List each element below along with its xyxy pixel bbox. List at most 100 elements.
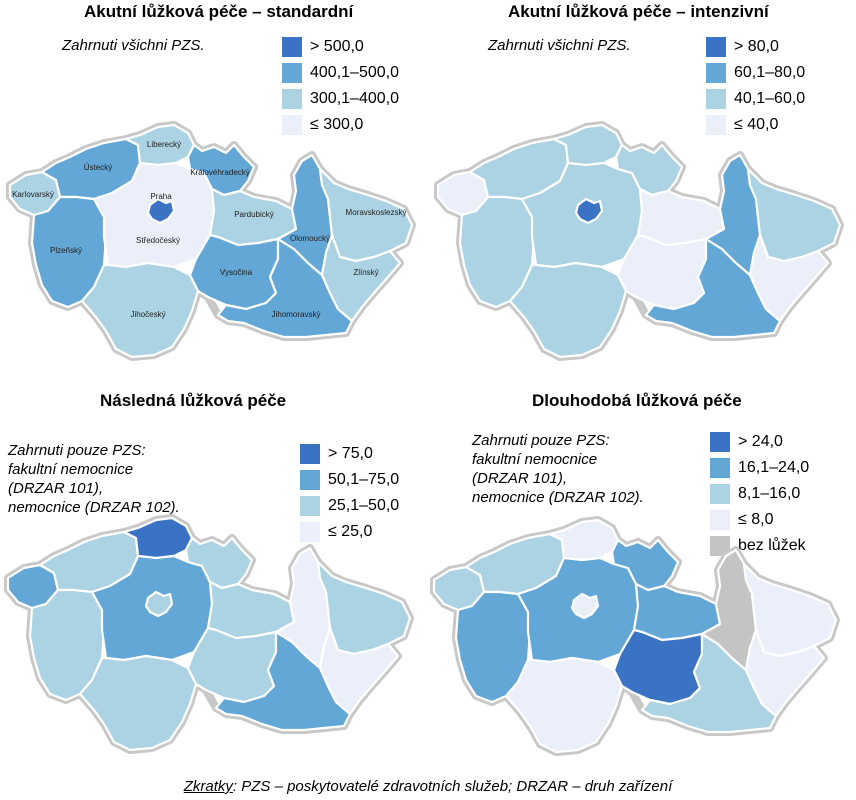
region-hkk [186,143,256,197]
map-title: Akutní lůžková péče – intenzivní [508,2,769,21]
region-jhc [78,654,198,752]
legend-swatch [282,115,302,135]
note-line: (DRZAR 101), [472,470,568,487]
legend-swatch [706,37,726,57]
note-line: nemocnice (DRZAR 102). [472,489,644,506]
choropleth-map: Karlovarský Ústecký Liberecký Plzeňský Střed… [6,121,416,361]
map-title: Následná lůžková péče [100,391,287,410]
region-label-msk: Moravskoslezský [346,208,407,217]
region-jhc [80,261,200,359]
region-label-jhm: Jihomoravský [272,310,321,319]
legend-item: ≤ 40,0 [706,112,805,138]
map-note: Zahrnuti všichni PZS. [62,36,205,55]
map-legend: > 500,0 400,1–500,0 300,1–400,0 ≤ 300,0 [282,34,399,138]
legend-swatch [710,510,730,530]
region-label-ulk: Ústecký [84,163,112,172]
legend-label: 60,1–80,0 [734,64,806,81]
legend-label: > 500,0 [310,38,364,55]
region-hkk [184,536,254,590]
legend-item: 25,1–50,0 [300,493,399,519]
legend-item: ≤ 25,0 [300,519,399,545]
legend-swatch [282,63,302,83]
region-hkk [614,143,684,197]
region-label-lbk: Liberecký [147,140,181,149]
region-jhc [504,656,624,754]
legend-label: > 80,0 [734,38,779,55]
legend-label: ≤ 25,0 [328,523,373,540]
legend-label: > 75,0 [328,445,373,462]
map-title: Dlouhodobá lůžková péče [532,391,742,410]
legend-swatch [300,470,320,490]
note-line: Zahrnuti všichni PZS. [488,37,631,54]
map-panel-long-term: Dlouhodobá lůžková péče Zahrnuti pouze P… [428,385,856,770]
legend-label: 50,1–75,0 [328,471,400,488]
region-label-vys: Vysočina [220,268,253,277]
legend-item: ≤ 8,0 [710,507,809,533]
region-pha [574,197,604,225]
region-label-hkk: Královéhradecký [190,168,250,177]
region-label-pak: Pardubický [234,210,274,219]
region-label-jhc: Jihočeský [130,310,165,319]
legend-swatch [710,458,730,478]
region-label-pha: Praha [150,192,172,201]
legend-label: 8,1–16,0 [738,485,801,502]
map-note: Zahrnuti všichni PZS. [488,36,631,55]
legend-item: > 80,0 [706,34,805,60]
note-line: (DRZAR 101), [8,480,104,497]
note-line: Zahrnuti pouze PZS: [472,432,610,449]
legend-item: 400,1–500,0 [282,60,399,86]
region-zlk [320,233,402,323]
note-line: nemocnice (DRZAR 102). [8,499,180,516]
note-line: Zahrnuti pouze PZS: [8,442,146,459]
region-zlk [318,626,400,716]
map-legend: > 75,0 50,1–75,0 25,1–50,0 ≤ 25,0 [300,441,399,545]
region-label-kvk: Karlovarský [12,190,54,199]
legend-label: 300,1–400,0 [310,90,399,107]
legend-label: 400,1–500,0 [310,64,399,81]
region-label-olk: Olomoucký [290,234,330,243]
legend-swatch [710,432,730,452]
map-legend: > 24,0 16,1–24,0 8,1–16,0 ≤ 8,0 bez lůže… [710,429,809,559]
region-jhc [508,261,628,359]
map-panel-acute-intensive: Akutní lůžková péče – intenzivní Zahrnut… [428,0,856,385]
legend-swatch [300,444,320,464]
legend-swatch [282,89,302,109]
map-note: Zahrnuti pouze PZS: fakultní nemocnice (… [472,431,644,507]
legend-item: bez lůžek [710,533,809,559]
region-label-zlk: Zlínský [353,268,378,277]
region-zlk [748,233,830,323]
legend-swatch [282,37,302,57]
legend-swatch [710,536,730,556]
legend-item: 16,1–24,0 [710,455,809,481]
region-zlk [744,628,826,718]
legend-item: 8,1–16,0 [710,481,809,507]
note-line: fakultní nemocnice [8,461,134,478]
legend-label: 16,1–24,0 [738,459,810,476]
legend-swatch [300,496,320,516]
legend-item: > 24,0 [710,429,809,455]
legend-item: 300,1–400,0 [282,86,399,112]
legend-swatch [706,63,726,83]
legend-item: > 75,0 [300,441,399,467]
legend-label: 40,1–60,0 [734,90,806,107]
region-hkk [610,538,680,592]
legend-swatch [706,89,726,109]
legend-item: 60,1–80,0 [706,60,805,86]
region-label-plk: Plzeňský [50,246,82,255]
legend-item: 50,1–75,0 [300,467,399,493]
abbreviations-text: : PZS – poskytovatelé zdravotních služeb… [232,778,673,795]
choropleth-map [434,121,844,361]
legend-item: > 500,0 [282,34,399,60]
legend-item: 40,1–60,0 [706,86,805,112]
map-panel-follow-up: Následná lůžková péče Zahrnuti pouze PZS… [0,385,428,770]
map-note: Zahrnuti pouze PZS: fakultní nemocnice (… [8,441,180,517]
region-label-stc: Středočeský [136,236,180,245]
legend-label: 25,1–50,0 [328,497,400,514]
map-panel-acute-standard: Akutní lůžková péče – standardní Zahrnut… [0,0,428,385]
map-title: Akutní lůžková péče – standardní [84,2,354,21]
legend-label: ≤ 300,0 [310,116,364,133]
legend-label: > 24,0 [738,433,783,450]
note-line: fakultní nemocnice [472,451,598,468]
abbreviations-footnote: Zkratky: PZS – poskytovatelé zdravotních… [0,778,856,795]
legend-swatch [706,115,726,135]
